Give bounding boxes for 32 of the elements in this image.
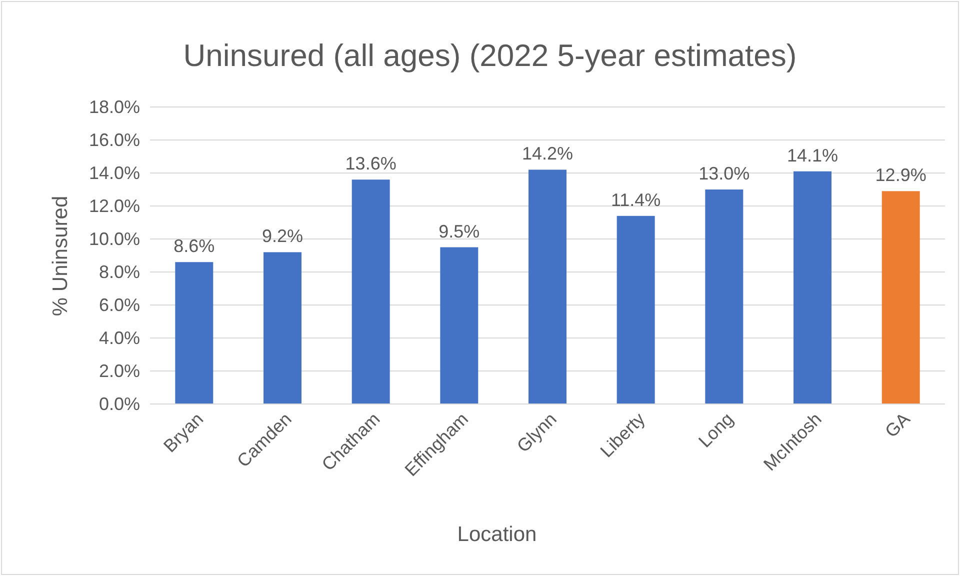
bar — [882, 191, 920, 404]
bar — [264, 252, 302, 404]
data-label: 14.1% — [786, 145, 838, 166]
x-axis-title: Location — [457, 523, 537, 546]
y-tick-label: 6.0% — [98, 294, 140, 315]
bar — [440, 247, 478, 404]
y-axis-title: % Uninsured — [49, 196, 72, 316]
data-label: 8.6% — [174, 236, 215, 256]
y-tick-label: 8.0% — [98, 262, 140, 282]
data-label: 13.0% — [698, 164, 750, 184]
y-tick-label: 16.0% — [88, 130, 140, 150]
data-label: 11.4% — [610, 190, 661, 210]
data-label: 9.5% — [438, 221, 480, 242]
y-tick-label: 18.0% — [88, 96, 140, 117]
bar — [352, 180, 390, 404]
y-tick-label: 4.0% — [98, 328, 140, 348]
y-tick-label: 0.0% — [98, 394, 140, 414]
y-tick-label: 2.0% — [98, 360, 140, 381]
chart-title: Uninsured (all ages) (2022 5-year estimates) — [183, 38, 797, 73]
data-label: 14.2% — [522, 144, 574, 164]
bar — [528, 170, 566, 404]
data-label: 13.6% — [345, 154, 396, 174]
bar — [616, 216, 655, 404]
data-label: 12.9% — [875, 165, 926, 186]
bar — [705, 190, 744, 404]
bar — [175, 262, 214, 404]
y-tick-label: 14.0% — [88, 162, 140, 183]
y-tick-label: 10.0% — [88, 228, 140, 249]
data-label: 9.2% — [262, 226, 304, 246]
x-tick-label: GA — [881, 408, 914, 442]
y-tick-label: 12.0% — [88, 196, 140, 216]
bar — [794, 171, 832, 404]
